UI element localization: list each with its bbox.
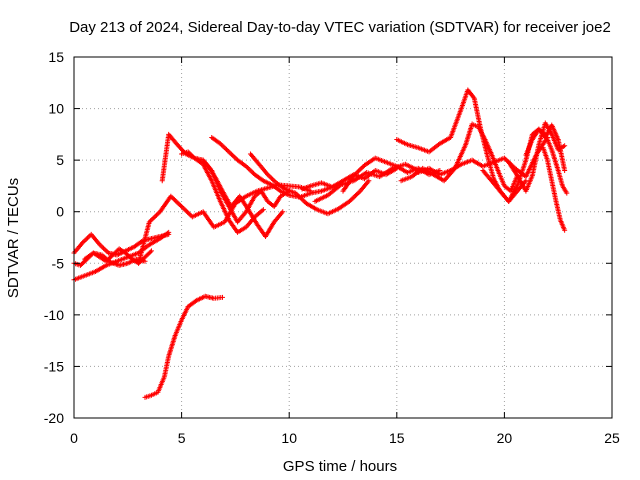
data-points [71, 87, 570, 400]
data-point [142, 258, 148, 264]
gridlines [74, 57, 612, 418]
plot-frame [73, 56, 613, 419]
data-point [147, 249, 153, 255]
x-tick-label: 15 [389, 430, 405, 446]
series-track-9 [200, 157, 286, 239]
y-tick-label: 5 [56, 152, 64, 168]
y-tick-label: 0 [56, 204, 64, 220]
data-point [562, 227, 568, 233]
series-track-21 [540, 145, 568, 233]
data-point [366, 178, 372, 184]
y-tick-label: 15 [48, 49, 64, 65]
data-point [280, 209, 286, 215]
chart-title: Day 213 of 2024, Sidereal Day-to-day VTE… [69, 19, 611, 36]
y-tick-label: -5 [52, 255, 65, 271]
y-tick-label: -15 [44, 358, 64, 374]
series-track-10 [209, 134, 335, 200]
data-point [564, 190, 570, 196]
y-tick-label: -20 [44, 410, 64, 426]
series-track-13 [312, 161, 421, 204]
series-track-20 [523, 126, 570, 196]
x-tick-label: 5 [178, 430, 186, 446]
data-point [219, 294, 225, 300]
x-tick-label: 25 [604, 430, 620, 446]
y-tick-label: 10 [48, 101, 64, 117]
series-track-4 [82, 250, 148, 268]
axis-ticks [73, 56, 613, 419]
data-point [562, 143, 568, 149]
data-point [148, 248, 154, 254]
x-axis-label: GPS time / hours [283, 458, 397, 475]
data-point [260, 207, 266, 213]
series-track-5 [142, 293, 225, 400]
y-axis-label: SDTVAR / TECUs [5, 178, 22, 298]
data-point [190, 154, 196, 160]
series-track-11 [247, 151, 372, 217]
x-tick-label: 20 [497, 430, 513, 446]
x-tick-label: 10 [281, 430, 297, 446]
data-point [166, 229, 172, 235]
data-point [562, 167, 568, 173]
x-tick-label: 0 [70, 430, 78, 446]
x-tick-labels: 0 5 10 15 20 25 [70, 430, 620, 446]
y-tick-label: -10 [44, 307, 64, 323]
y-tick-labels: -20 -15 -10 -5 0 5 10 15 [44, 49, 64, 426]
